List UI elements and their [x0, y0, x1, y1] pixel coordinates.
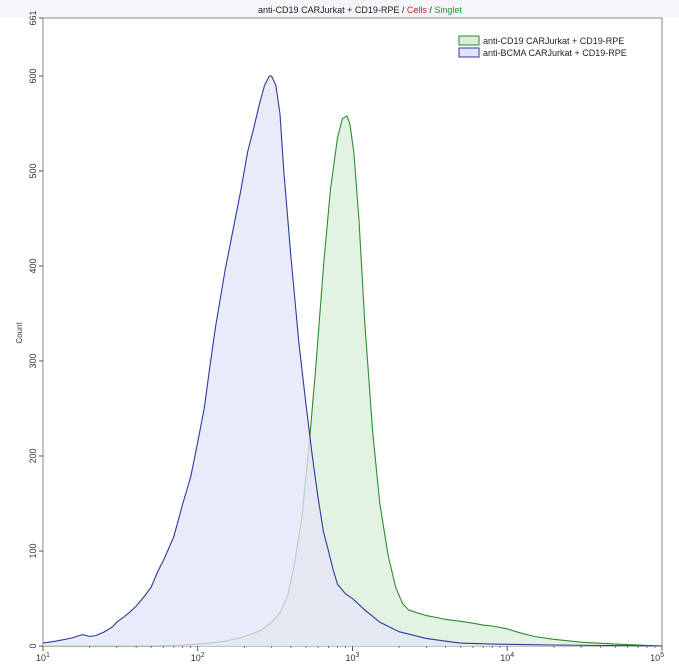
- title-sep-2: /: [427, 5, 435, 15]
- x-tick-exponent: 3: [356, 652, 360, 659]
- chart-title: anti-CD19 CARJurkat + CD19-RPE / Cells /…: [258, 5, 462, 15]
- series-1-area: [43, 115, 662, 646]
- x-tick-base: 10: [650, 653, 660, 663]
- y-axis-title: Count: [15, 322, 24, 344]
- title-band: [0, 0, 679, 17]
- x-tick-label-10000: 104: [500, 652, 514, 663]
- x-tick-exponent: 1: [46, 652, 50, 659]
- legend-label-2: anti-BCMA CARJurkat + CD19-RPE: [483, 48, 627, 58]
- x-tick-label-10: 101: [36, 652, 50, 663]
- legend: anti-CD19 CARJurkat + CD19-RPE anti-BCMA …: [458, 35, 627, 58]
- x-tick-base: 10: [346, 653, 356, 663]
- title-cells: Cells: [407, 5, 428, 15]
- y-tick-label-500: 500: [28, 163, 38, 178]
- legend-label-1: anti-CD19 CARJurkat + CD19-RPE: [483, 36, 624, 46]
- x-tick-label-1000: 103: [346, 652, 360, 663]
- y-tick-label-100: 100: [28, 543, 38, 558]
- title-singlet: Singlet: [434, 5, 462, 15]
- x-tick-label-100: 102: [191, 652, 205, 663]
- y-tick-label-300: 300: [28, 353, 38, 368]
- y-tick-label-661: 661: [28, 10, 38, 25]
- y-tick-label-600: 600: [28, 68, 38, 83]
- title-main: anti-CD19 CARJurkat + CD19-RPE: [258, 5, 399, 15]
- x-tick-base: 10: [36, 653, 46, 663]
- legend-swatch-2: [458, 47, 480, 58]
- x-tick-label-100000: 105: [650, 652, 664, 663]
- x-tick-base: 10: [500, 653, 510, 663]
- x-tick-base: 10: [191, 653, 201, 663]
- y-tick-label-400: 400: [28, 258, 38, 273]
- y-tick-label-0: 0: [28, 643, 38, 648]
- x-tick-exponent: 4: [510, 652, 514, 659]
- x-tick-exponent: 5: [660, 652, 664, 659]
- y-tick-label-200: 200: [28, 448, 38, 463]
- series-2-area: [43, 76, 662, 646]
- x-tick-exponent: 2: [201, 652, 205, 659]
- series-2-line: [42, 75, 663, 647]
- series-layer: [42, 75, 663, 647]
- legend-swatch-1: [458, 35, 480, 46]
- title-sep-1: /: [399, 5, 407, 15]
